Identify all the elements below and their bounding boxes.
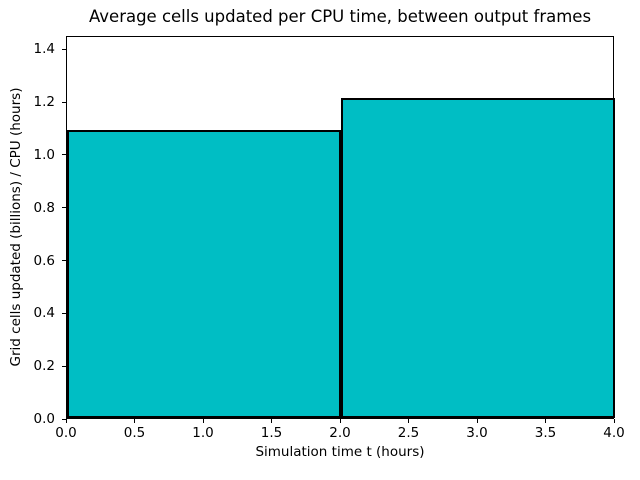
- y-tick-mark: [62, 418, 66, 420]
- plot-area: [66, 36, 615, 419]
- chart-title: Average cells updated per CPU time, betw…: [88, 7, 592, 26]
- x-tick-label: 0.5: [123, 425, 146, 441]
- x-tick-label: 1.0: [192, 425, 214, 441]
- y-tick-mark: [62, 48, 66, 50]
- y-tick-mark: [62, 260, 66, 262]
- y-tick-mark: [62, 154, 66, 156]
- x-tick-label: 2.5: [397, 425, 420, 441]
- y-tick-label: 1.2: [33, 94, 55, 111]
- x-tick-label: 0.0: [55, 425, 77, 441]
- bar: [67, 130, 341, 418]
- x-tick-mark: [134, 419, 135, 423]
- x-tick-label: 3.5: [534, 425, 557, 441]
- x-axis-label: Simulation time t (hours): [255, 444, 425, 460]
- x-tick-label: 4.0: [603, 425, 625, 441]
- y-tick-label: 1.4: [33, 41, 55, 58]
- y-tick-label: 1.0: [33, 146, 55, 163]
- y-tick-label: 0.4: [33, 305, 55, 322]
- bars-container: [67, 37, 615, 418]
- x-tick-mark: [202, 419, 204, 423]
- y-axis-label: Grid cells updated (billions) / CPU (hou…: [8, 87, 24, 367]
- x-tick-label: 1.5: [260, 425, 283, 441]
- x-tick-mark: [476, 419, 478, 423]
- y-tick-label: 0.2: [33, 358, 55, 375]
- x-tick-mark: [271, 419, 272, 423]
- y-tick-label: 0.0: [33, 411, 55, 427]
- y-tick-mark: [62, 101, 66, 103]
- x-tick-mark: [339, 419, 341, 423]
- x-tick-mark: [613, 419, 615, 423]
- x-tick-label: 2.0: [329, 425, 351, 441]
- x-tick-label: 3.0: [466, 425, 488, 441]
- x-tick-mark: [545, 419, 546, 423]
- bar: [341, 98, 615, 418]
- x-tick-mark: [65, 419, 67, 423]
- x-tick-mark: [408, 419, 409, 423]
- y-tick-mark: [62, 312, 66, 314]
- y-tick-mark: [62, 207, 66, 209]
- y-tick-label: 0.8: [33, 199, 55, 216]
- y-tick-mark: [62, 365, 66, 367]
- y-tick-label: 0.6: [33, 252, 55, 269]
